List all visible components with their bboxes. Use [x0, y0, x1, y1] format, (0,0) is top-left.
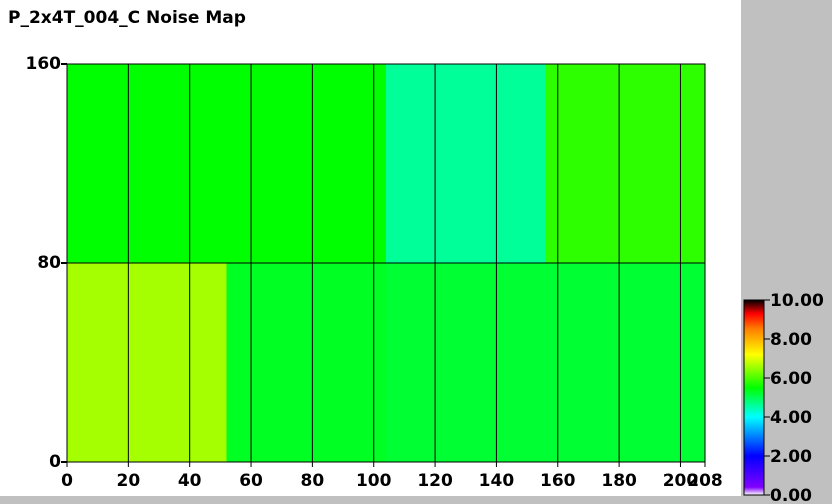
x-tick-label: 200 — [663, 471, 699, 491]
colorbar-tick-label: 8.00 — [770, 330, 812, 350]
y-tick-label: 0 — [49, 452, 61, 472]
colorbar — [743, 299, 765, 496]
bottom-bar — [0, 496, 741, 504]
colorbar-tick-label: 4.00 — [770, 408, 812, 428]
x-tick-label: 0 — [61, 471, 73, 491]
x-tick-label: 60 — [239, 471, 263, 491]
heat-cell — [226, 64, 386, 263]
heat-cell — [545, 263, 705, 462]
x-tick-label: 20 — [117, 471, 141, 491]
colorbar-tick-label: 0.00 — [770, 486, 812, 504]
heat-cell — [386, 64, 546, 263]
x-tick-label: 80 — [301, 471, 325, 491]
x-tick-label: 120 — [417, 471, 453, 491]
heat-cell — [67, 263, 227, 462]
x-tick-label: 40 — [178, 471, 202, 491]
x-tick-label: 180 — [601, 471, 637, 491]
heat-cell — [386, 263, 546, 462]
heat-cell — [67, 64, 227, 263]
colorbar-tick-label: 10.00 — [770, 291, 824, 311]
x-tick-label: 100 — [356, 471, 392, 491]
chart-title: P_2x4T_004_C Noise Map — [8, 8, 246, 28]
x-tick-label: 160 — [540, 471, 576, 491]
plot-frame — [66, 63, 706, 463]
heat-cell — [226, 263, 386, 462]
x-tick-label: 208 — [687, 471, 723, 491]
y-tick-label: 80 — [37, 253, 61, 273]
colorbar-tick-label: 2.00 — [770, 447, 812, 467]
x-tick-label: 140 — [479, 471, 515, 491]
y-tick-label: 160 — [26, 54, 62, 74]
colorbar-tick-label: 6.00 — [770, 369, 812, 389]
heat-cell — [545, 64, 705, 263]
